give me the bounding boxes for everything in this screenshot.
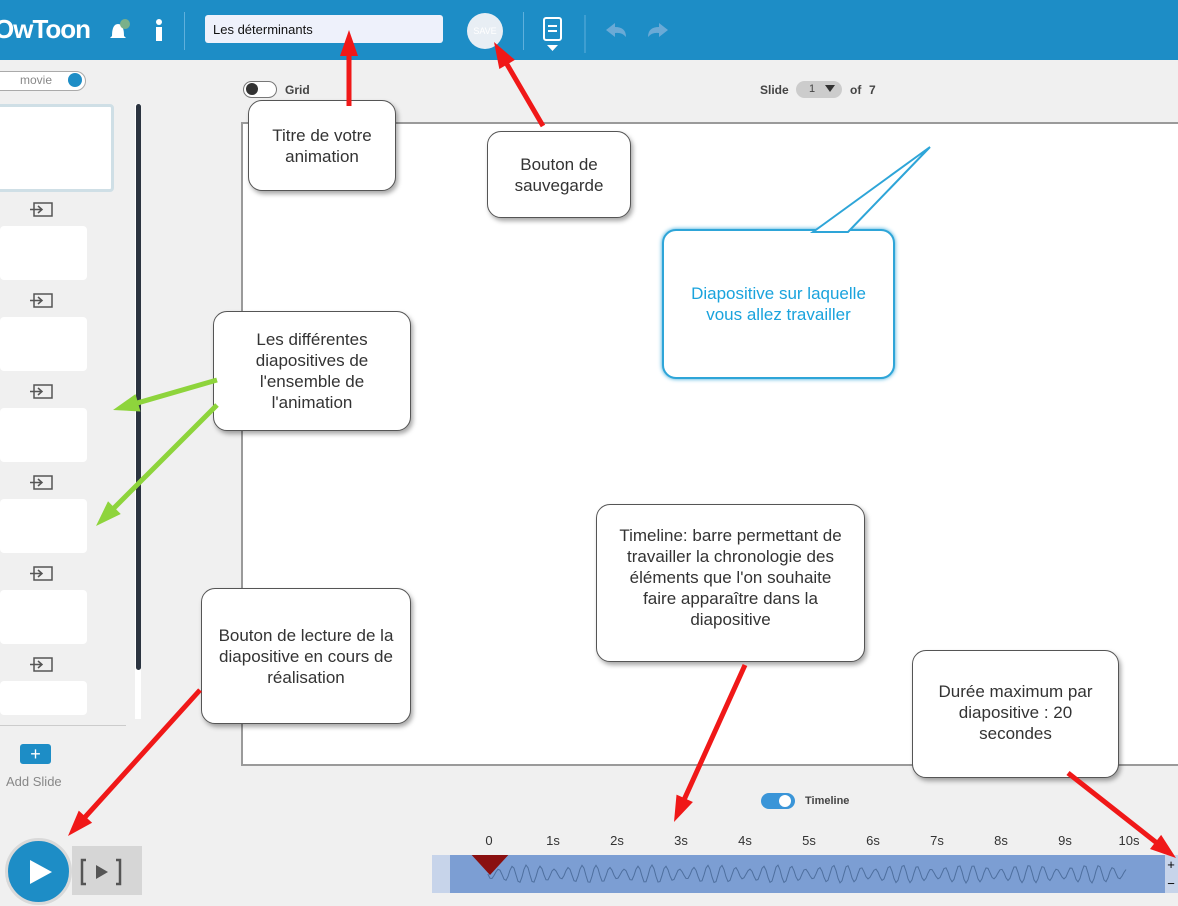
transition-icon[interactable]	[29, 474, 55, 492]
transition-icon[interactable]	[29, 292, 55, 310]
svg-text:−: −	[1167, 876, 1175, 891]
slide-label: Slide	[760, 83, 789, 97]
slide-thumbnail[interactable]	[0, 681, 87, 715]
arrow	[113, 377, 218, 412]
undo-button[interactable]	[606, 23, 626, 37]
slide-thumbnail[interactable]	[0, 499, 87, 553]
add-slide-button[interactable]: +	[20, 744, 51, 764]
annotation-callout: Durée maximum par diapositive : 20 secon…	[912, 650, 1119, 778]
toggle-knob	[68, 73, 82, 87]
timeline-tick-label: 3s	[674, 833, 688, 848]
slide-thumbnail-selected[interactable]	[0, 104, 114, 192]
toolbar-actions	[543, 15, 668, 53]
arrow	[68, 688, 202, 836]
preview-icon	[80, 858, 122, 886]
arrow	[494, 42, 546, 128]
timeline-tick-label: 5s	[802, 833, 816, 848]
separator	[184, 12, 185, 50]
save-button[interactable]: SAVE	[467, 13, 503, 49]
toggle-knob	[246, 83, 258, 95]
arrow	[96, 403, 219, 526]
timeline-tick-label: 10s	[1118, 833, 1140, 848]
slide-current: 1	[809, 83, 816, 95]
preview-button[interactable]	[72, 846, 142, 895]
waveform: + −	[471, 855, 1178, 893]
transition-icon[interactable]	[29, 565, 55, 583]
timeline-tick-label: 1s	[546, 833, 560, 848]
info-icon[interactable]	[156, 19, 162, 25]
timeline-tick-label: 7s	[930, 833, 944, 848]
separator	[523, 12, 524, 50]
transition-icon[interactable]	[29, 656, 55, 674]
arrow	[1066, 771, 1176, 858]
mode-toggle-label: movie	[20, 73, 53, 87]
dropdown-arrow	[825, 85, 835, 92]
track-icons	[432, 855, 450, 893]
top-toolbar	[0, 0, 1178, 60]
play-icon	[30, 860, 52, 884]
slide-of: of	[850, 83, 862, 97]
divider	[0, 725, 126, 726]
document-icon[interactable]	[543, 17, 562, 41]
add-slide-label: Add Slide	[6, 774, 62, 789]
slide-thumbnail[interactable]	[0, 317, 87, 371]
annotation-callout: Les différentes diapositives de l'ensemb…	[213, 311, 411, 431]
timeline-tick-label: 0	[485, 833, 493, 848]
slide-thumbnail[interactable]	[0, 590, 87, 644]
grid-label: Grid	[285, 83, 310, 97]
title-input[interactable]: Les déterminants	[205, 15, 443, 43]
annotation-callout: Bouton de sauvegarde	[487, 131, 631, 218]
mode-toggle[interactable]	[0, 71, 86, 91]
toggle-knob	[779, 795, 791, 807]
annotation-callout: Diapositive sur laquelle vous allez trav…	[662, 229, 895, 379]
transition-icon[interactable]	[29, 383, 55, 401]
timeline-tick-label: 4s	[738, 833, 752, 848]
arrow	[674, 663, 748, 822]
annotation-callout: Bouton de lecture de la diapositive en c…	[201, 588, 411, 724]
timeline-tick-label: 6s	[866, 833, 880, 848]
transition-icon[interactable]	[29, 201, 55, 219]
timeline-label: Timeline	[805, 795, 850, 807]
timeline-tick-label: 8s	[994, 833, 1008, 848]
annotation-callout: Timeline: barre permettant de travailler…	[596, 504, 865, 662]
logo: OwToon	[0, 14, 91, 44]
slide-total: 7	[869, 83, 876, 97]
slide-list-panel	[0, 60, 143, 906]
scrollbar-thumb[interactable]	[136, 104, 141, 670]
svg-text:+: +	[1167, 857, 1175, 872]
redo-button[interactable]	[648, 23, 668, 37]
slide-thumbnail[interactable]	[0, 408, 87, 462]
slide-thumbnail[interactable]	[0, 226, 87, 280]
timeline-tick-label: 9s	[1058, 833, 1072, 848]
timeline-tick-label: 2s	[610, 833, 624, 848]
arrow	[340, 30, 358, 106]
toolbar-icons	[110, 19, 162, 41]
annotation-callout: Titre de votre animation	[248, 100, 396, 191]
